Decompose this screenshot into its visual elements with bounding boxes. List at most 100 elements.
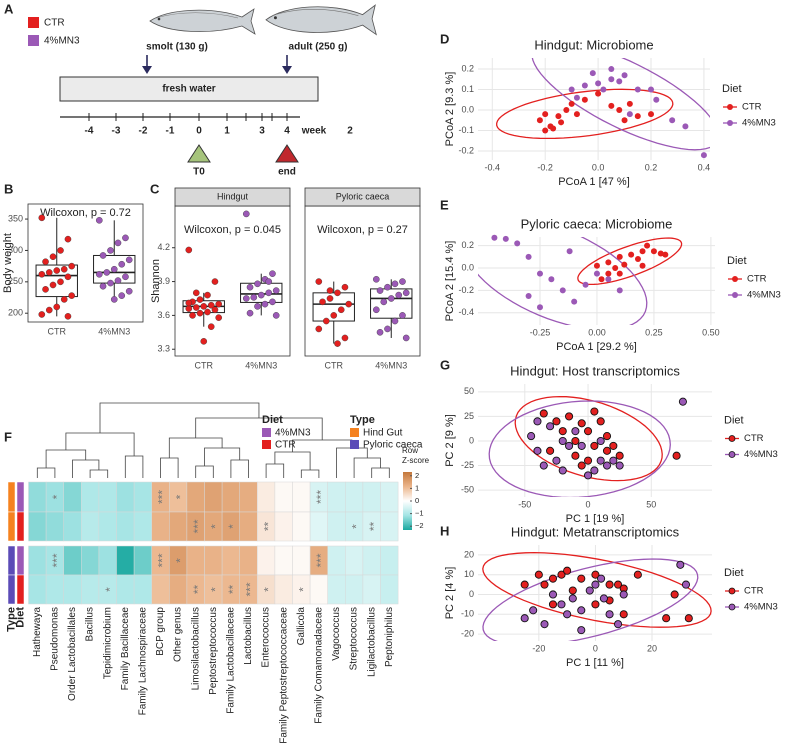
data-point (563, 566, 572, 575)
column-label: Limosilactobacillus (190, 607, 201, 690)
heatmap-cell (28, 545, 47, 576)
data-point (491, 234, 498, 241)
heatmap-cell (380, 481, 399, 513)
legend-point (728, 587, 736, 595)
fish-body (265, 4, 377, 36)
heatmap-cell (98, 481, 117, 513)
colorbar-tick-label: 2 (415, 471, 419, 480)
data-point (593, 262, 600, 269)
colorbar-tick-label: −2 (415, 521, 424, 530)
data-point (644, 242, 651, 249)
legend-title: Diet (722, 83, 742, 95)
heatmap-cell (116, 574, 135, 605)
data-point (60, 296, 68, 303)
significance-stars: ** (226, 585, 240, 595)
start-marker (187, 144, 211, 163)
data-point (42, 258, 49, 266)
box (370, 288, 413, 319)
heatmap-cell (186, 545, 205, 576)
data-point (585, 586, 594, 595)
data-point (596, 436, 605, 446)
data-point (185, 305, 193, 312)
data-point (548, 590, 558, 599)
legend-swatch (28, 17, 39, 28)
y-tick-label: 0.0 (461, 104, 474, 114)
legend-label: 4%MN3 (744, 449, 778, 460)
heatmap-cell (116, 545, 135, 576)
arrow-head (142, 66, 152, 74)
data-point (615, 451, 624, 460)
heatmap-cell (169, 511, 188, 542)
data-point (600, 86, 607, 93)
confidence-ellipse (514, 395, 663, 482)
data-point (57, 278, 64, 286)
week-extra: 2 (347, 126, 353, 137)
data-point (391, 317, 399, 325)
data-point (577, 461, 586, 470)
heatmap-cell (257, 545, 276, 576)
end-label: end (278, 167, 296, 178)
data-point (609, 441, 618, 450)
heatmap-cell (151, 511, 170, 542)
data-point (68, 292, 75, 299)
y-tick-label: -0.4 (458, 307, 474, 317)
heatmap-cell (81, 545, 100, 576)
data-point (395, 291, 403, 299)
data-point (616, 270, 623, 277)
data-point (399, 312, 406, 319)
row-annotation (7, 481, 16, 513)
significance-stars: * (50, 494, 64, 499)
stage-label: smolt (130 g) (146, 42, 208, 53)
data-point (53, 303, 61, 311)
heatmap-cell (327, 545, 346, 576)
panel-label: A (4, 1, 14, 16)
column-label: Other genus (173, 607, 184, 662)
data-point (334, 289, 341, 297)
data-point (204, 291, 211, 299)
y-axis-label: PC 2 [9 %] (444, 414, 456, 467)
heatmap-cell (63, 481, 82, 513)
data-point (552, 456, 561, 465)
phase-box (59, 76, 319, 102)
significance-stars: * (226, 524, 240, 529)
column-label: Streptococcus (349, 607, 360, 670)
legend-point (728, 603, 736, 611)
start-label: T0 (193, 167, 205, 178)
fish-back (155, 12, 239, 19)
data-point (107, 247, 114, 254)
data-point (200, 338, 208, 345)
chart-title: Hindgut: Microbiome (534, 37, 653, 52)
heatmap-cell (380, 545, 399, 576)
column-label: BCP group (155, 607, 166, 656)
y-axis-label: Body weight (2, 233, 14, 293)
data-point (387, 295, 395, 302)
data-point (614, 580, 623, 589)
panel-label: H (440, 523, 449, 538)
data-point (546, 446, 555, 455)
heatmap-cell (133, 574, 152, 605)
legend-point (728, 435, 736, 442)
data-point (536, 270, 543, 277)
data-point (577, 626, 586, 635)
week-tick-label: 3 (259, 126, 265, 137)
y-tick-label: 3.6 (157, 310, 170, 320)
significance-stars: ** (191, 585, 205, 595)
data-point (608, 76, 615, 83)
row-annotation (7, 511, 16, 542)
significance-stars: * (208, 587, 222, 592)
facet-strip (304, 187, 421, 207)
heatmap-cell (345, 481, 364, 513)
column-label: Gallicola (296, 607, 307, 646)
data-point (534, 570, 543, 579)
data-point (597, 574, 606, 583)
x-tick-label: 0 (593, 643, 598, 653)
data-point (192, 304, 200, 311)
data-point (525, 293, 532, 300)
colorbar-tick-label: 0 (415, 496, 419, 505)
data-point (548, 276, 555, 283)
data-point (662, 251, 669, 258)
data-point (577, 606, 586, 615)
data-point (612, 265, 619, 272)
heatmap-cell (133, 511, 152, 542)
